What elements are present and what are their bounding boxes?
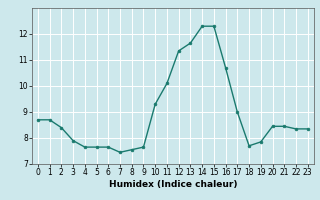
X-axis label: Humidex (Indice chaleur): Humidex (Indice chaleur) (108, 180, 237, 189)
